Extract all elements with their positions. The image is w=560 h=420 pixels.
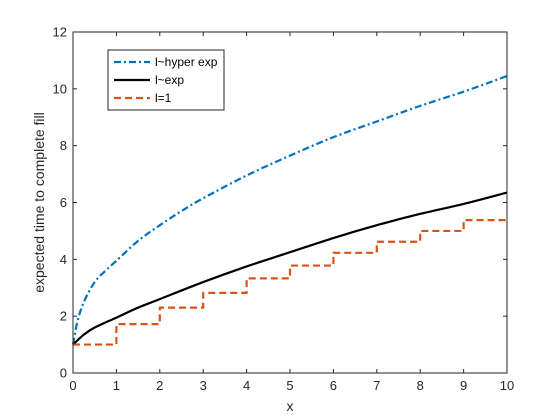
series-layer <box>71 75 508 346</box>
x-tick-label: 6 <box>330 378 337 393</box>
y-tick-label: 12 <box>53 25 67 40</box>
y-tick-label: 8 <box>60 138 67 153</box>
series-line-3 <box>73 219 507 346</box>
y-tick-label: 6 <box>60 195 67 210</box>
y-tick-label: 0 <box>60 366 67 381</box>
x-axis-label: x <box>287 398 294 414</box>
legend-label-1: l~hyper exp <box>155 55 218 69</box>
x-tick-label: 10 <box>500 378 514 393</box>
x-tick-label: 3 <box>200 378 207 393</box>
series-line-1 <box>71 75 508 345</box>
x-tick-label: 5 <box>286 378 293 393</box>
legend-label-3: l=1 <box>155 91 172 105</box>
x-tick-label: 1 <box>113 378 120 393</box>
x-tick-label: 2 <box>156 378 163 393</box>
y-tick-label: 4 <box>60 252 67 267</box>
x-tick-label: 4 <box>243 378 250 393</box>
y-tick-label: 2 <box>60 309 67 324</box>
legend: l~hyper exp l~exp l=1 <box>107 49 225 111</box>
x-tick-label: 7 <box>373 378 380 393</box>
y-tick-label: 10 <box>53 81 67 96</box>
y-axis-label: expected time to complete fill <box>31 112 47 293</box>
x-tick-label: 0 <box>69 378 76 393</box>
x-tick-label: 8 <box>417 378 424 393</box>
legend-label-2: l~exp <box>155 73 184 87</box>
series-line-2 <box>72 191 508 346</box>
x-tick-label: 9 <box>460 378 467 393</box>
